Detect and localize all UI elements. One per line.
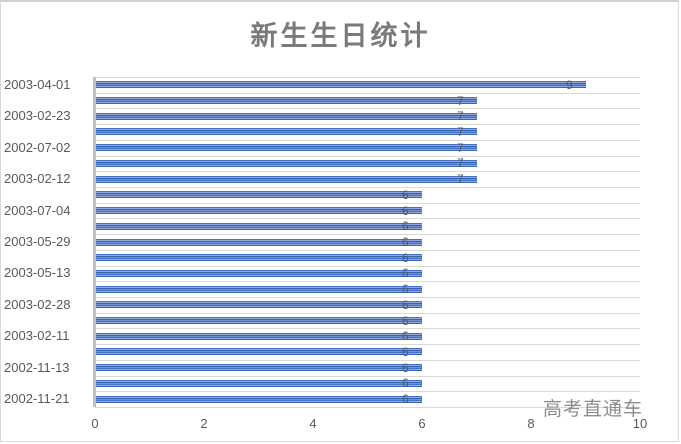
bar bbox=[95, 160, 477, 167]
bar-value-label: 6 bbox=[402, 282, 409, 296]
bar-value-label: 7 bbox=[457, 141, 464, 155]
category-label: 2003-02-11 bbox=[4, 328, 70, 343]
bar-value-label: 6 bbox=[402, 235, 409, 249]
bar-value-label: 6 bbox=[402, 298, 409, 312]
bar-value-label: 6 bbox=[402, 266, 409, 280]
bar-value-label: 7 bbox=[457, 172, 464, 186]
bar-value-label: 6 bbox=[402, 361, 409, 375]
bar bbox=[95, 113, 477, 120]
category-label: 2003-02-12 bbox=[4, 171, 71, 186]
bar bbox=[95, 191, 422, 198]
bar bbox=[95, 144, 477, 151]
gridline bbox=[95, 203, 640, 204]
bar-value-label: 6 bbox=[402, 251, 409, 265]
bar bbox=[95, 97, 477, 104]
gridline bbox=[95, 266, 640, 267]
bar bbox=[95, 380, 422, 387]
bar bbox=[95, 223, 422, 230]
gridline bbox=[95, 360, 640, 361]
bar bbox=[95, 254, 422, 261]
gridline bbox=[95, 140, 640, 141]
bar-value-label: 7 bbox=[457, 125, 464, 139]
gridline bbox=[95, 108, 640, 109]
bar-value-label: 6 bbox=[402, 219, 409, 233]
gridline bbox=[95, 407, 640, 408]
category-label: 2003-04-01 bbox=[4, 77, 71, 92]
bar-value-label: 6 bbox=[402, 376, 409, 390]
chart-title: 新生生日统计 bbox=[250, 21, 431, 52]
bar bbox=[95, 396, 422, 403]
bar-value-label: 7 bbox=[457, 94, 464, 108]
bar-value-label: 6 bbox=[402, 314, 409, 328]
gridline bbox=[95, 77, 640, 78]
gridline bbox=[95, 250, 640, 251]
bar bbox=[95, 239, 422, 246]
watermark: 高考直通车 bbox=[543, 398, 644, 420]
category-label: 2003-07-04 bbox=[4, 203, 71, 218]
bar bbox=[95, 128, 477, 135]
gridline bbox=[95, 234, 640, 235]
bar bbox=[95, 301, 422, 308]
bar bbox=[95, 317, 422, 324]
gridline bbox=[95, 313, 640, 314]
gridline bbox=[95, 344, 640, 345]
bar-value-label: 6 bbox=[402, 188, 409, 202]
bar bbox=[95, 81, 586, 88]
gridline bbox=[95, 171, 640, 172]
category-label: 2002-07-02 bbox=[4, 140, 71, 155]
bar bbox=[95, 333, 422, 340]
x-tick-label: 0 bbox=[91, 416, 99, 431]
category-label: 2003-05-13 bbox=[4, 265, 71, 280]
bar bbox=[95, 348, 422, 355]
x-tick-label: 10 bbox=[632, 416, 648, 431]
bar-value-label: 9 bbox=[566, 78, 573, 92]
category-label: 2002-11-21 bbox=[4, 391, 70, 406]
gridline bbox=[95, 124, 640, 125]
y-axis-line bbox=[93, 77, 96, 407]
x-tick-label: 8 bbox=[527, 416, 535, 431]
category-label: 2003-02-28 bbox=[4, 297, 71, 312]
bar-value-label: 6 bbox=[402, 204, 409, 218]
bar bbox=[95, 176, 477, 183]
x-tick-label: 2 bbox=[200, 416, 208, 431]
bar-value-label: 6 bbox=[402, 345, 409, 359]
gridline bbox=[95, 391, 640, 392]
bar-value-label: 6 bbox=[402, 392, 409, 406]
bar bbox=[95, 270, 422, 277]
category-label: 2002-11-13 bbox=[4, 360, 70, 375]
bar bbox=[95, 207, 422, 214]
gridline bbox=[95, 376, 640, 377]
bar-value-label: 6 bbox=[402, 329, 409, 343]
x-tick-label: 6 bbox=[418, 416, 426, 431]
bar-value-label: 7 bbox=[457, 156, 464, 170]
gridline bbox=[95, 328, 640, 329]
category-label: 2003-05-29 bbox=[4, 234, 71, 249]
bar bbox=[95, 364, 422, 371]
gridline bbox=[95, 297, 640, 298]
category-label: 2003-02-23 bbox=[4, 108, 71, 123]
gridline bbox=[95, 93, 640, 94]
gridline bbox=[95, 218, 640, 219]
x-tick-label: 4 bbox=[309, 416, 317, 431]
bar-value-label: 7 bbox=[457, 109, 464, 123]
bar bbox=[95, 286, 422, 293]
gridline bbox=[95, 281, 640, 282]
gridline bbox=[95, 187, 640, 188]
gridline bbox=[95, 156, 640, 157]
